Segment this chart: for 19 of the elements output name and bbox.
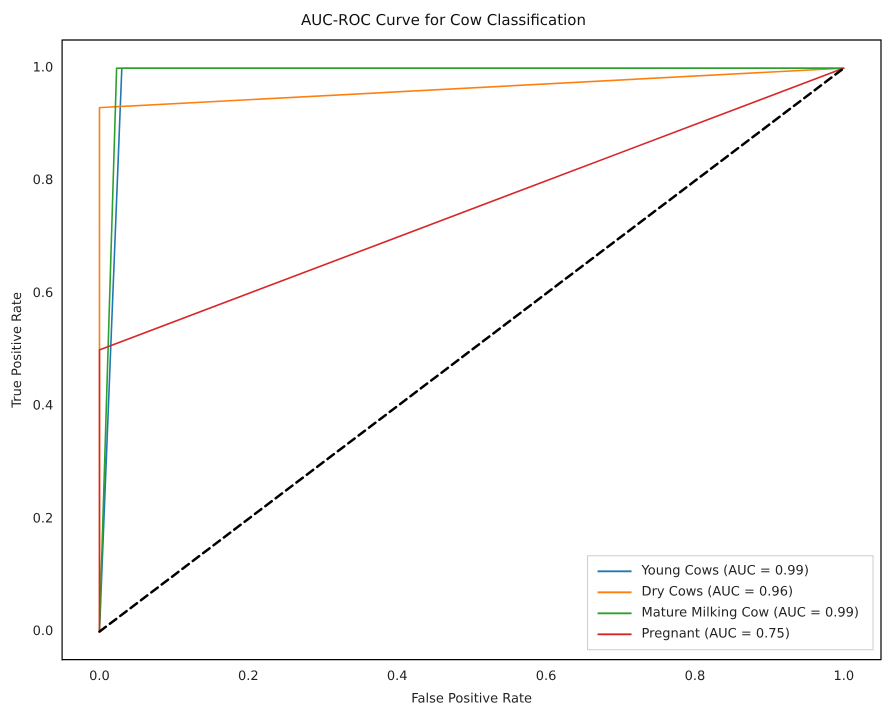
y-tick-label: 1.0 [32, 60, 54, 76]
legend-label: Young Cows (AUC = 0.99) [640, 564, 809, 579]
x-tick-label: 0.0 [89, 668, 110, 684]
x-tick-label: 0.4 [386, 668, 408, 684]
legend-label: Dry Cows (AUC = 0.96) [642, 584, 794, 600]
y-tick-label: 0.6 [32, 286, 54, 301]
legend-label: Mature Milking Cow (AUC = 0.99) [642, 606, 860, 621]
x-tick-label: 0.6 [536, 668, 556, 684]
chart-title: AUC-ROC Curve for Cow Classification [301, 10, 586, 29]
x-tick-label: 0.8 [684, 668, 706, 684]
legend-label: Pregnant (AUC = 0.75) [642, 626, 790, 642]
y-tick-label: 0.4 [32, 398, 54, 414]
x-tick-label: 0.2 [238, 668, 259, 684]
x-axis-title: False Positive Rate [411, 692, 532, 707]
y-tick-label: 0.2 [32, 511, 54, 526]
x-tick-label: 1.0 [833, 668, 854, 684]
y-tick-label: 0.0 [32, 624, 54, 639]
y-axis-title: True Positive Rate [10, 292, 26, 409]
y-tick-label: 0.8 [32, 173, 54, 188]
